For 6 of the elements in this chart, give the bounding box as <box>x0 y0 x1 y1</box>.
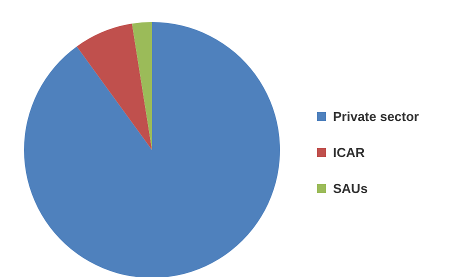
pie-slice <box>76 24 152 150</box>
pie-slice <box>132 22 152 150</box>
legend-label: Private sector <box>333 109 419 124</box>
pie-slice <box>24 22 280 277</box>
legend-label: SAUs <box>333 181 368 196</box>
legend-label: ICAR <box>333 145 366 160</box>
